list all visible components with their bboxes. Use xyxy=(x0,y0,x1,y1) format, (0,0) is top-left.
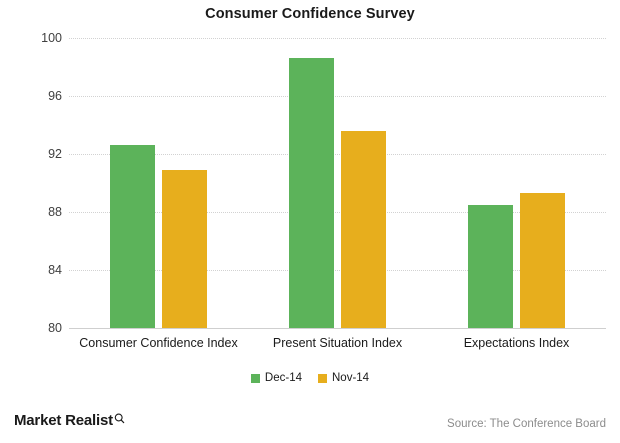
source-note: Source: The Conference Board xyxy=(447,418,606,430)
bar xyxy=(162,169,207,328)
grid-line xyxy=(69,96,606,97)
y-tick-label: 80 xyxy=(48,321,62,335)
footer-divider xyxy=(0,402,620,403)
chart-legend: Dec-14 Nov-14 xyxy=(0,372,620,384)
y-tick-label: 100 xyxy=(41,31,62,45)
x-tick-label: Consumer Confidence Index xyxy=(79,336,238,350)
y-tick-label: 96 xyxy=(48,89,62,103)
grid-line xyxy=(69,154,606,155)
bar xyxy=(341,130,386,328)
plot-area xyxy=(69,38,606,329)
x-tick-label: Expectations Index xyxy=(463,336,570,350)
bar xyxy=(110,145,155,328)
legend-item[interactable]: Dec-14 xyxy=(250,372,302,384)
grid-line xyxy=(69,212,606,213)
legend-item[interactable]: Nov-14 xyxy=(318,372,369,384)
legend-swatch xyxy=(250,373,260,383)
market-realist-logo: Market Realist xyxy=(14,413,125,429)
grid-line xyxy=(69,270,606,271)
brand-name: Market Realist xyxy=(14,412,113,429)
bar xyxy=(520,193,565,328)
y-tick-label: 84 xyxy=(48,263,62,277)
bars-layer xyxy=(69,38,606,328)
bar xyxy=(289,58,334,328)
bar xyxy=(468,204,513,328)
axis-baseline xyxy=(69,328,606,329)
y-tick-label: 88 xyxy=(48,205,62,219)
legend-label: Nov-14 xyxy=(332,372,370,384)
magnifier-icon xyxy=(114,411,125,429)
legend-swatch xyxy=(318,373,327,383)
x-tick-label: Present Situation Index xyxy=(272,336,403,350)
chart-title: Consumer Confidence Survey xyxy=(205,6,415,22)
grid-line xyxy=(69,38,606,39)
legend-label: Dec-14 xyxy=(264,372,302,384)
y-tick-label: 92 xyxy=(48,147,62,161)
